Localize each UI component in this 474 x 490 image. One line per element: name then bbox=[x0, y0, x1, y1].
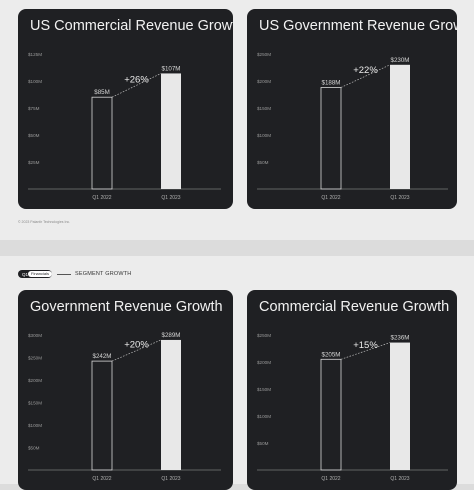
y-tick-label: $150M bbox=[28, 401, 42, 406]
copyright-text: © 2023 Palantir Technologies Inc. bbox=[18, 220, 71, 224]
y-tick-label: $100M bbox=[28, 79, 42, 84]
bar-q1-2023 bbox=[390, 342, 410, 470]
bar-chart-us-government: $50M $100M $150M $200M $250M $188M Q1 2022 $230… bbox=[257, 52, 448, 201]
chart-title: US Government Revenue Growth bbox=[259, 18, 457, 34]
bar-value-label: $205M bbox=[322, 351, 341, 358]
growth-percentage-label: +20% bbox=[124, 340, 149, 351]
bar-q1-2023 bbox=[161, 339, 181, 470]
chart-card-government: Government Revenue Growth $50M $100M $150M… bbox=[18, 290, 233, 490]
y-tick-label: $100M bbox=[257, 414, 271, 419]
growth-connector-line bbox=[111, 73, 162, 98]
y-tick-label: $250M bbox=[257, 52, 271, 57]
bar-value-label: $85M bbox=[94, 89, 109, 96]
growth-percentage-label: +26% bbox=[124, 74, 149, 85]
x-category-label: Q1 2022 bbox=[92, 195, 111, 201]
bar-q1-2022 bbox=[320, 358, 342, 471]
chart-title: US Commercial Revenue Growth bbox=[30, 18, 233, 34]
bar-q1-2022 bbox=[320, 87, 342, 190]
x-category-label: Q1 2023 bbox=[390, 195, 409, 201]
bar-chart-commercial: $50M $100M $150M $200M $250M $205M Q1 2022 $236… bbox=[257, 333, 448, 482]
growth-percentage-label: +15% bbox=[353, 340, 378, 351]
y-tick-label: $200M bbox=[28, 378, 42, 383]
chart-card-us-commercial: US Commercial Revenue Growth $25M $50M $75… bbox=[18, 9, 233, 209]
financials-pill: Q1 Financials bbox=[18, 270, 53, 278]
chart-card-commercial: Commercial Revenue Growth $50M $100M $150M… bbox=[247, 290, 457, 490]
x-category-label: Q1 2023 bbox=[161, 195, 180, 201]
bar-chart-government: $50M $100M $150M $200M $250M $300M $242M Q1 202… bbox=[28, 332, 221, 482]
y-tick-label: $200M bbox=[257, 79, 271, 84]
bar-value-label: $236M bbox=[391, 335, 410, 342]
y-tick-label: $25M bbox=[28, 160, 40, 165]
y-tick-label: $50M bbox=[28, 133, 40, 138]
y-tick-label: $50M bbox=[28, 446, 40, 451]
bar-value-label: $188M bbox=[322, 79, 341, 86]
y-tick-label: $125M bbox=[28, 52, 42, 57]
x-category-label: Q1 2022 bbox=[92, 476, 111, 482]
x-category-label: Q1 2022 bbox=[321, 195, 340, 201]
y-tick-label: $200M bbox=[257, 360, 271, 365]
y-tick-label: $250M bbox=[28, 356, 42, 361]
bar-q1-2023 bbox=[161, 73, 181, 189]
section-rule bbox=[57, 274, 71, 275]
x-category-label: Q1 2022 bbox=[321, 476, 340, 482]
bar-value-label: $107M bbox=[162, 65, 181, 72]
y-tick-label: $250M bbox=[257, 333, 271, 338]
chart-title: Commercial Revenue Growth bbox=[259, 299, 450, 315]
y-tick-label: $300M bbox=[28, 333, 42, 338]
pill-quarter: Q1 bbox=[22, 271, 29, 277]
chart-title: Government Revenue Growth bbox=[30, 299, 223, 315]
y-tick-label: $50M bbox=[257, 441, 269, 446]
bar-value-label: $289M bbox=[162, 332, 181, 339]
chart-card-us-government: US Government Revenue Growth $50M $100M $1… bbox=[247, 9, 457, 209]
y-tick-label: $150M bbox=[257, 387, 271, 392]
x-category-label: Q1 2023 bbox=[390, 476, 409, 482]
y-tick-label: $100M bbox=[28, 423, 42, 428]
y-tick-label: $150M bbox=[257, 106, 271, 111]
y-tick-label: $100M bbox=[257, 133, 271, 138]
y-tick-label: $75M bbox=[28, 106, 40, 111]
pill-label: Financials bbox=[28, 271, 53, 277]
section-title: SEGMENT GROWTH bbox=[75, 270, 132, 277]
bar-value-label: $242M bbox=[93, 353, 112, 360]
bar-chart-us-commercial: $25M $50M $75M $100M $125M $85M Q1 2022 $107M Q1… bbox=[28, 52, 221, 201]
y-tick-label: $50M bbox=[257, 160, 269, 165]
bar-q1-2022 bbox=[91, 360, 113, 471]
x-category-label: Q1 2023 bbox=[161, 476, 180, 482]
slide-separator bbox=[0, 240, 474, 256]
growth-connector-line bbox=[340, 342, 391, 360]
bar-q1-2022 bbox=[91, 96, 113, 190]
growth-percentage-label: +22% bbox=[353, 65, 378, 76]
bar-value-label: $230M bbox=[391, 57, 410, 64]
bar-q1-2023 bbox=[390, 64, 410, 189]
